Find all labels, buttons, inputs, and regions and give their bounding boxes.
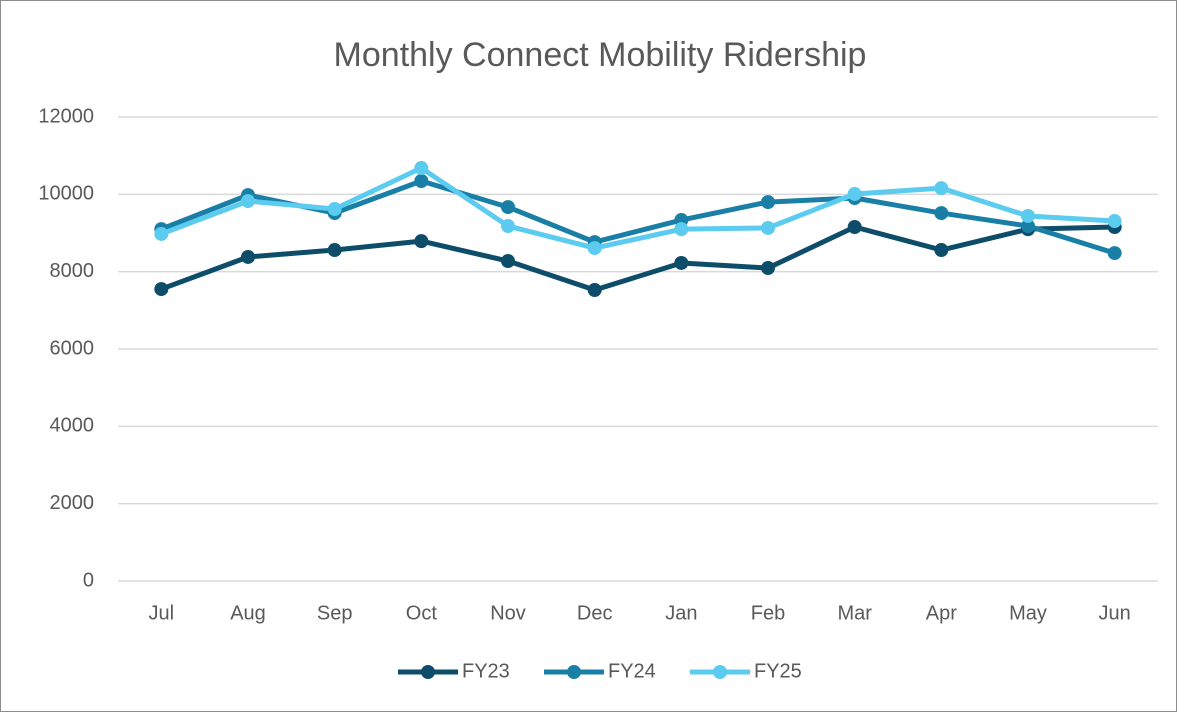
y-tick-label: 10000 <box>38 183 94 205</box>
data-point <box>414 234 429 249</box>
x-tick-label: Jun <box>1099 602 1131 624</box>
data-point <box>154 226 169 241</box>
data-point <box>501 200 515 215</box>
series-line <box>160 224 1115 293</box>
x-tick-label: Apr <box>926 602 957 624</box>
data-point <box>327 243 342 258</box>
x-tick-label: Dec <box>577 602 613 624</box>
data-point <box>414 161 429 176</box>
data-point <box>587 241 602 256</box>
data-point <box>761 260 775 275</box>
chart-title: Monthly Connect Mobility Ridership <box>334 36 867 74</box>
data-point <box>1021 219 1035 234</box>
series-line <box>160 165 1115 251</box>
x-tick-label: Nov <box>490 602 526 624</box>
data-point <box>501 254 515 269</box>
data-point <box>241 249 255 264</box>
x-tick-label: Jul <box>149 602 175 624</box>
data-point <box>847 186 862 201</box>
data-point <box>327 202 342 217</box>
x-tick-label: Jan <box>665 602 697 624</box>
data-point <box>847 220 862 235</box>
legend-label: FY24 <box>608 660 656 682</box>
y-tick-label: 8000 <box>50 260 95 282</box>
data-point <box>1107 246 1122 261</box>
x-tick-label: Sep <box>317 602 353 624</box>
y-tick-label: 0 <box>83 569 94 591</box>
y-tick-label: 4000 <box>50 415 95 437</box>
data-point <box>934 243 949 258</box>
data-point <box>587 283 602 298</box>
data-point <box>1021 208 1035 223</box>
data-point <box>241 194 255 209</box>
data-point <box>674 255 689 270</box>
x-tick-label: Oct <box>406 602 438 624</box>
data-point <box>414 173 429 188</box>
y-tick-label: 6000 <box>50 337 95 359</box>
y-tick-label: 12000 <box>38 105 94 127</box>
legend-label: FY25 <box>754 660 802 682</box>
data-point <box>934 181 949 196</box>
data-point <box>154 282 169 297</box>
legend-label: FY23 <box>462 660 510 682</box>
y-tick-label: 2000 <box>50 492 95 514</box>
x-tick-label: Aug <box>230 602 266 624</box>
data-point <box>501 219 515 234</box>
data-point <box>761 220 775 235</box>
data-point <box>674 222 689 237</box>
x-tick-label: Feb <box>751 602 785 624</box>
x-tick-label: May <box>1009 602 1047 624</box>
data-point <box>934 206 949 221</box>
legend-marker <box>713 665 727 679</box>
legend-marker <box>567 665 581 679</box>
legend-marker <box>421 665 435 679</box>
data-point <box>761 195 775 210</box>
x-tick-label: Mar <box>837 602 872 624</box>
data-point <box>1107 214 1122 229</box>
